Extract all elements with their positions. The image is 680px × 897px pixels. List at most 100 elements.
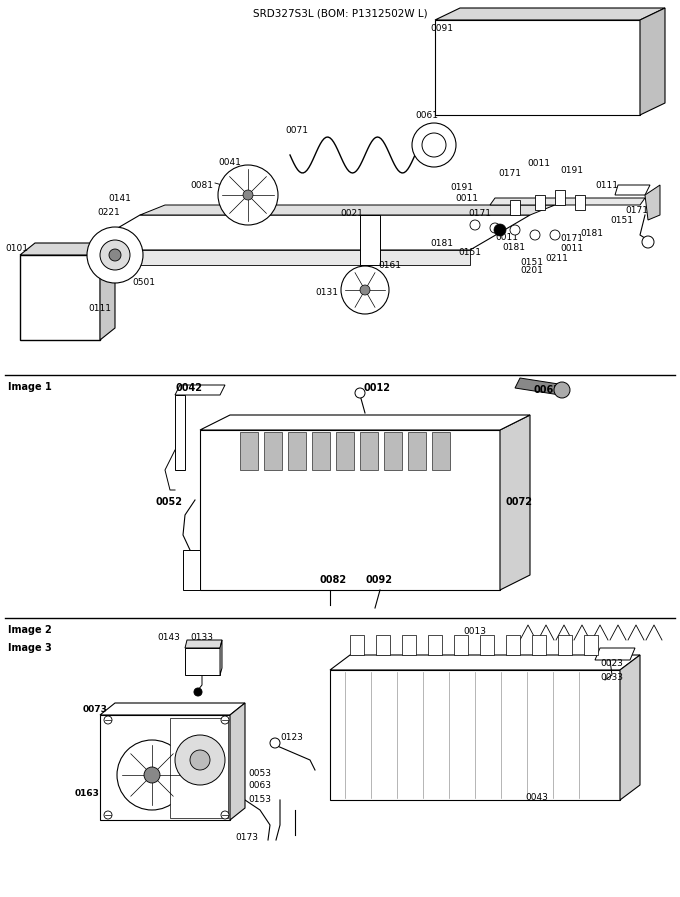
Text: 0011: 0011 [455, 194, 478, 203]
Text: 0111: 0111 [88, 303, 111, 312]
Text: 0153: 0153 [248, 796, 271, 805]
Text: 0052: 0052 [155, 497, 182, 507]
Text: 0071: 0071 [285, 126, 308, 135]
Polygon shape [200, 415, 530, 430]
Polygon shape [615, 185, 650, 195]
Polygon shape [330, 655, 640, 670]
Polygon shape [20, 243, 115, 255]
Polygon shape [532, 635, 546, 655]
Circle shape [341, 266, 389, 314]
Text: Image 3: Image 3 [8, 643, 52, 653]
Polygon shape [312, 432, 330, 470]
Circle shape [494, 224, 506, 236]
Polygon shape [640, 8, 665, 115]
Circle shape [490, 223, 500, 233]
Circle shape [109, 249, 121, 261]
Circle shape [243, 190, 253, 200]
Text: 0011: 0011 [527, 159, 550, 168]
Circle shape [642, 236, 654, 248]
Text: 0221: 0221 [97, 207, 120, 216]
Circle shape [530, 230, 540, 240]
Text: 0011: 0011 [495, 232, 518, 241]
Circle shape [554, 382, 570, 398]
Text: 0141: 0141 [108, 194, 131, 203]
Polygon shape [506, 635, 520, 655]
Polygon shape [402, 635, 416, 655]
Circle shape [104, 716, 112, 724]
Text: 0073: 0073 [83, 706, 108, 715]
Text: 0012: 0012 [363, 383, 390, 393]
Circle shape [104, 811, 112, 819]
Text: 0072: 0072 [505, 497, 532, 507]
Text: 0123: 0123 [280, 733, 303, 742]
Text: 0111: 0111 [595, 180, 618, 189]
Circle shape [360, 285, 370, 295]
Text: 0201: 0201 [520, 266, 543, 274]
Polygon shape [360, 432, 378, 470]
Polygon shape [435, 20, 640, 115]
Text: 0151: 0151 [520, 257, 543, 266]
Circle shape [144, 767, 160, 783]
Polygon shape [100, 243, 115, 340]
Polygon shape [500, 415, 530, 590]
Text: 0081: 0081 [190, 180, 213, 189]
Text: 0181: 0181 [430, 239, 453, 248]
Circle shape [221, 811, 229, 819]
Circle shape [412, 123, 456, 167]
Text: 0163: 0163 [75, 788, 100, 797]
Polygon shape [140, 205, 555, 215]
Text: 0041: 0041 [218, 158, 241, 167]
Polygon shape [336, 432, 354, 470]
Polygon shape [376, 635, 390, 655]
Text: 0082: 0082 [320, 575, 347, 585]
Text: 0023: 0023 [600, 658, 623, 667]
Text: 0171: 0171 [468, 208, 491, 217]
Text: SRD327S3L (BOM: P1312502W L): SRD327S3L (BOM: P1312502W L) [253, 8, 427, 18]
Text: 0061: 0061 [415, 110, 438, 119]
Polygon shape [100, 715, 230, 820]
Circle shape [175, 735, 225, 785]
Polygon shape [490, 198, 645, 205]
Text: 0171: 0171 [560, 233, 583, 242]
Text: 0133: 0133 [190, 633, 213, 642]
Circle shape [190, 750, 210, 770]
Polygon shape [384, 432, 402, 470]
Text: 0211: 0211 [545, 254, 568, 263]
Text: 0191: 0191 [560, 166, 583, 175]
Polygon shape [360, 215, 380, 265]
Text: 0151: 0151 [610, 215, 633, 224]
Polygon shape [558, 635, 572, 655]
Text: 0143: 0143 [157, 633, 180, 642]
Text: 0171: 0171 [498, 169, 521, 178]
Polygon shape [575, 195, 585, 210]
Text: 0131: 0131 [315, 288, 338, 297]
Text: 0011: 0011 [560, 243, 583, 252]
Circle shape [117, 740, 187, 810]
Circle shape [422, 133, 446, 157]
Polygon shape [240, 432, 258, 470]
Text: 0013: 0013 [463, 628, 486, 637]
Polygon shape [510, 200, 520, 215]
Polygon shape [175, 385, 225, 395]
Text: 0062: 0062 [533, 385, 560, 395]
Polygon shape [428, 635, 442, 655]
Text: Image 2: Image 2 [8, 625, 52, 635]
Polygon shape [264, 432, 282, 470]
Polygon shape [80, 215, 530, 250]
Text: Image 1: Image 1 [8, 382, 52, 392]
Polygon shape [330, 670, 620, 800]
Polygon shape [595, 648, 635, 660]
Text: 0161: 0161 [378, 260, 401, 269]
Polygon shape [185, 648, 220, 675]
Circle shape [270, 738, 280, 748]
Polygon shape [183, 550, 200, 590]
Text: 0063: 0063 [248, 781, 271, 790]
Text: 0092: 0092 [365, 575, 392, 585]
Polygon shape [435, 8, 665, 20]
Circle shape [550, 230, 560, 240]
Text: 0501: 0501 [132, 277, 155, 286]
Circle shape [100, 240, 130, 270]
Text: 0021: 0021 [340, 208, 363, 217]
Text: 0091: 0091 [430, 23, 453, 32]
Polygon shape [175, 395, 185, 470]
